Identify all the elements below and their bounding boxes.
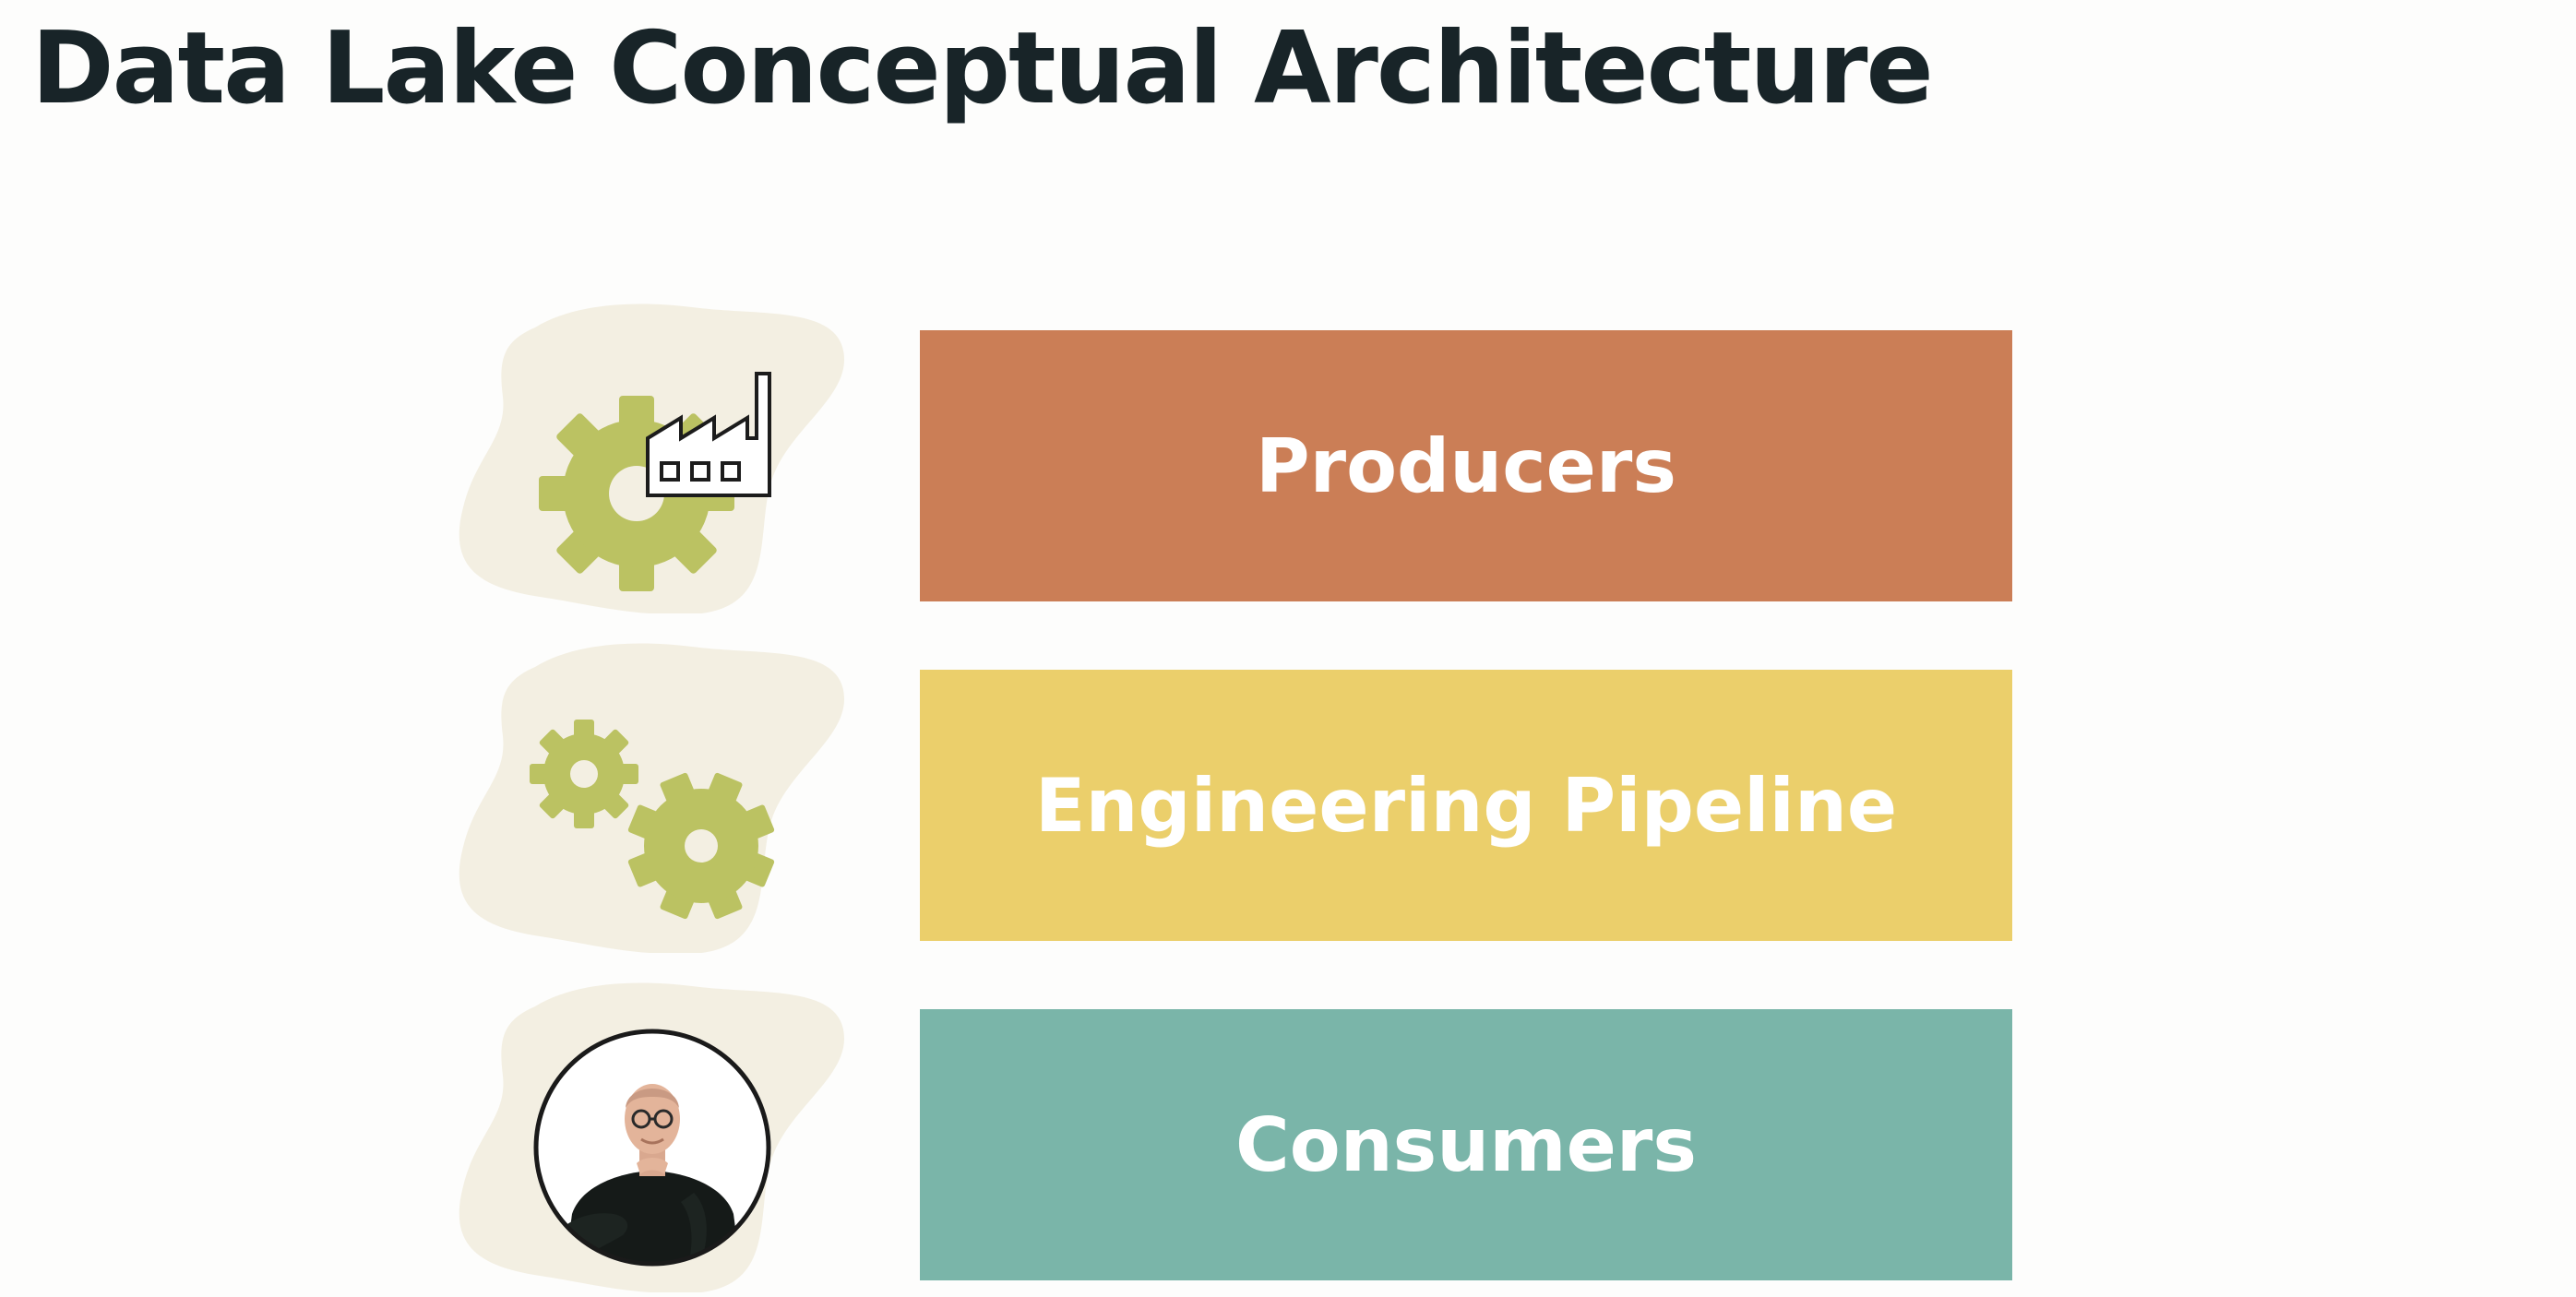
consumers-bar: Consumers <box>920 1009 2012 1280</box>
gears-icon <box>459 643 844 953</box>
large-gear <box>627 772 775 920</box>
layer-engineering-pipeline: Engineering Pipeline <box>452 639 2150 953</box>
factory-gear-icon <box>459 303 844 613</box>
consumers-illustration <box>452 979 858 1292</box>
producers-bar: Producers <box>920 330 2012 601</box>
producers-illustration <box>452 300 858 613</box>
engineering-pipeline-label: Engineering Pipeline <box>1034 762 1898 849</box>
small-gear <box>530 720 638 828</box>
consumers-label: Consumers <box>1235 1101 1697 1188</box>
layer-producers: Producers <box>452 300 2150 613</box>
layer-consumers: Consumers <box>452 979 2150 1292</box>
engineering-pipeline-illustration <box>452 639 858 953</box>
background-blob <box>459 643 844 953</box>
page-title: Data Lake Conceptual Architecture <box>31 11 1934 126</box>
engineering-pipeline-bar: Engineering Pipeline <box>920 670 2012 941</box>
producers-label: Producers <box>1255 422 1676 509</box>
factory <box>646 372 771 497</box>
person-avatar-icon <box>459 982 844 1292</box>
